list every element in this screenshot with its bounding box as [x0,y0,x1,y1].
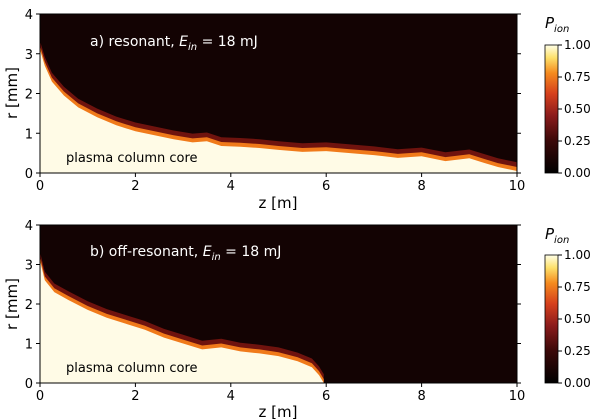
y-tick-label: 1 [25,127,33,142]
energy-value: = 18 mJ [221,244,282,260]
x-axis-label: z [m] [259,194,298,212]
y-tick-label: 1 [25,338,33,353]
x-tick-label: 8 [417,179,425,194]
colorbar-tick-label: 1.00 [564,248,590,262]
y-axis-label: r [mm] [3,67,21,119]
colorbar [544,44,559,174]
colorbar-tick-label: 0.75 [564,280,590,294]
colorbar-tick-label: 1.00 [564,38,590,52]
y-tick-label: 2 [25,298,33,313]
colorbar-tick-label: 0.25 [564,134,590,148]
colorbar-symbol: P [545,14,555,32]
x-tick-label: 4 [227,389,235,404]
energy-subscript: in [212,252,221,263]
plasma-core-label: plasma column core [66,361,198,376]
colorbar-tick-label: 0.50 [564,102,590,116]
x-tick-label: 0 [36,179,44,194]
y-axis-label: r [mm] [3,278,21,330]
energy-value: = 18 mJ [197,34,258,50]
plasma-core-label: plasma column core [66,151,198,166]
panel-a: 0 2 4 6 8 10 0 1 2 3 4 z [m] r [mm] a) resonant, … [3,8,590,212]
colorbar-subscript: ion [554,24,569,35]
x-tick-label: 0 [36,389,44,404]
energy-symbol: E [179,34,188,50]
colorbar-ticks: 0.00 0.25 0.50 0.75 1.00 [558,248,590,390]
y-tick-label: 3 [25,48,33,63]
x-tick-label: 8 [417,389,425,404]
x-tick-label: 4 [227,179,235,194]
x-axis: 0 2 4 6 8 10 [36,173,525,194]
y-tick-label: 0 [25,167,33,182]
energy-symbol: E [203,244,212,260]
panel-annotation: a) resonant, Ein = 18 mJ [90,34,258,53]
annotation-prefix: a) resonant, [90,34,179,50]
x-tick-label: 2 [131,179,139,194]
colorbar-symbol: P [545,225,555,243]
panel-b: 0 2 4 6 8 10 0 1 2 3 4 z [m] r [mm] b) off-resona… [3,219,590,419]
y-axis: 0 1 2 3 4 [25,219,521,392]
colorbar-subscript: ion [554,235,569,246]
energy-subscript: in [188,42,197,53]
y-tick-label: 2 [25,88,33,103]
x-axis-label: z [m] [259,403,298,419]
x-tick-label: 6 [322,389,330,404]
y-tick-label: 4 [25,8,33,23]
x-tick-label: 2 [131,389,139,404]
colorbar-title: Pion [545,14,569,35]
x-tick-label: 10 [509,179,526,194]
colorbar-ticks: 0.00 0.25 0.50 0.75 1.00 [558,38,590,180]
y-tick-label: 3 [25,259,33,274]
colorbar-tick-label: 0.00 [564,376,590,390]
y-axis: 0 1 2 3 4 [25,8,521,182]
annotation-prefix: b) off-resonant, [90,244,203,260]
panel-annotation: b) off-resonant, Ein = 18 mJ [90,244,281,263]
plasma-column-core-fill [40,260,324,383]
colorbar-title: Pion [545,225,569,246]
colorbar-tick-label: 0.25 [564,344,590,358]
x-axis: 0 2 4 6 8 10 [36,383,525,404]
colorbar [544,254,559,384]
colorbar-tick-label: 0.75 [564,70,590,84]
x-tick-label: 10 [509,389,526,404]
y-tick-label: 4 [25,219,33,234]
y-tick-label: 0 [25,377,33,392]
colorbar-tick-label: 0.00 [564,166,590,180]
x-tick-label: 6 [322,179,330,194]
colorbar-tick-label: 0.50 [564,312,590,326]
plasma-column-core-fill [40,49,517,173]
